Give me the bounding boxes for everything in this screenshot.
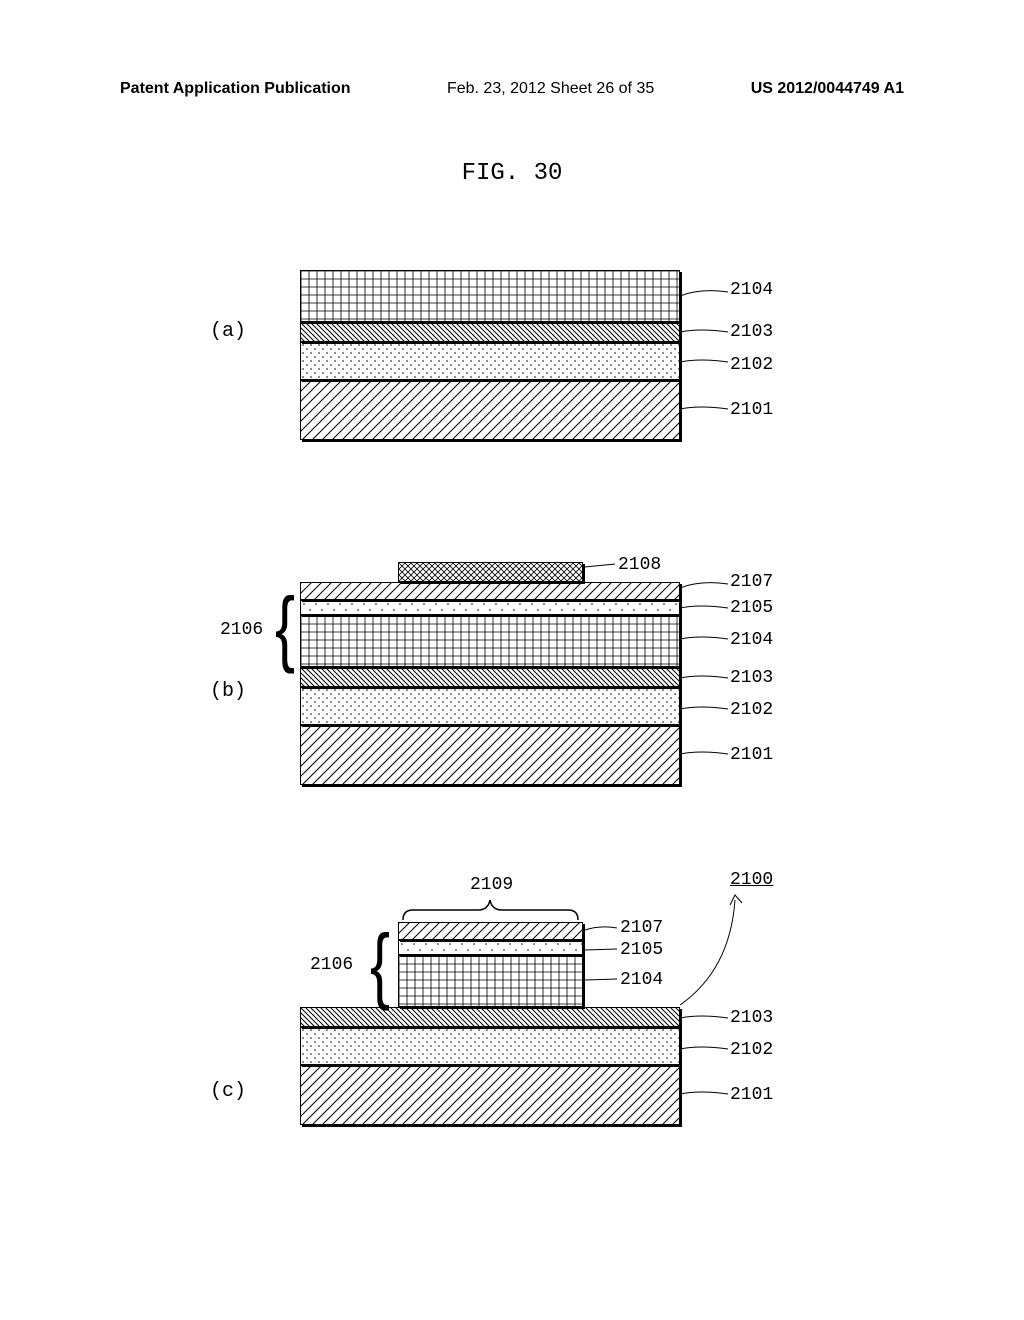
layer-2107-b: [300, 582, 680, 600]
ref-2105-c: 2105: [620, 940, 663, 960]
ref-2103-b: 2103: [730, 668, 773, 688]
layer-2103-b: [300, 667, 680, 687]
leader-2107-b: [680, 580, 730, 590]
step-label-a: (a): [210, 320, 246, 343]
leader-2104-c: [585, 976, 620, 984]
layer-2101-a: [300, 380, 680, 440]
leader-2107-c: [585, 925, 620, 935]
header-publication: Patent Application Publication: [120, 80, 351, 98]
ref-2102-b: 2102: [730, 700, 773, 720]
layer-2104-c: [398, 955, 583, 1007]
layer-2103-a: [300, 322, 680, 342]
ref-2105-b: 2105: [730, 598, 773, 618]
ref-2107-b: 2107: [730, 572, 773, 592]
step-label-b: (b): [210, 680, 246, 703]
leader-2103-c: [680, 1014, 730, 1024]
ref-2104-a: 2104: [730, 280, 773, 300]
page-header: Patent Application Publication Feb. 23, …: [0, 80, 1024, 98]
header-patent-number: US 2012/0044749 A1: [751, 80, 904, 98]
layer-2102-b: [300, 687, 680, 725]
bracket-2109-c: [398, 898, 583, 922]
layer-2104-a: [300, 270, 680, 322]
leader-2101-c: [680, 1090, 730, 1100]
step-label-c: (c): [210, 1080, 246, 1103]
ref-2102-c: 2102: [730, 1040, 773, 1060]
ref-2109-c: 2109: [470, 875, 513, 895]
layer-2104-b: [300, 615, 680, 667]
leader-2105-b: [680, 604, 730, 614]
ref-2102-a: 2102: [730, 355, 773, 375]
ref-2101-a: 2101: [730, 400, 773, 420]
brace-2106-b: {: [275, 586, 295, 670]
ref-2104-c: 2104: [620, 970, 663, 990]
layer-2103-c: [300, 1007, 680, 1027]
ref-2104-b: 2104: [730, 630, 773, 650]
ref-2106-c: 2106: [310, 955, 353, 975]
header-date-sheet: Feb. 23, 2012 Sheet 26 of 35: [447, 80, 654, 98]
leader-2102-a: [680, 358, 730, 368]
leader-2108-b: [585, 562, 620, 572]
layer-2102-a: [300, 342, 680, 380]
ref-2107-c: 2107: [620, 918, 663, 938]
ref-2106-b: 2106: [220, 620, 263, 640]
leader-2104-b: [680, 635, 730, 645]
layer-2101-b: [300, 725, 680, 785]
figure-title: FIG. 30: [0, 160, 1024, 187]
layer-2102-c: [300, 1027, 680, 1065]
leader-2104-a: [680, 288, 730, 303]
layer-2105-c: [398, 940, 583, 955]
brace-2106-c: {: [370, 923, 390, 1007]
layer-2107-c: [398, 922, 583, 940]
leader-2102-b: [680, 705, 730, 715]
layer-2101-c: [300, 1065, 680, 1125]
ref-2101-c: 2101: [730, 1085, 773, 1105]
leader-2103-b: [680, 674, 730, 684]
layer-2108-b: [398, 562, 583, 582]
leader-2101-a: [680, 405, 730, 415]
leader-2103-a: [680, 328, 730, 338]
leader-2105-c: [585, 946, 620, 954]
ref-2100-c: 2100: [730, 870, 773, 890]
ref-2101-b: 2101: [730, 745, 773, 765]
ref-2103-c: 2103: [730, 1008, 773, 1028]
leader-2100-c: [680, 890, 750, 1010]
ref-2108-b: 2108: [618, 555, 661, 575]
layer-2105-b: [300, 600, 680, 615]
leader-2101-b: [680, 750, 730, 760]
ref-2103-a: 2103: [730, 322, 773, 342]
leader-2102-c: [680, 1045, 730, 1055]
